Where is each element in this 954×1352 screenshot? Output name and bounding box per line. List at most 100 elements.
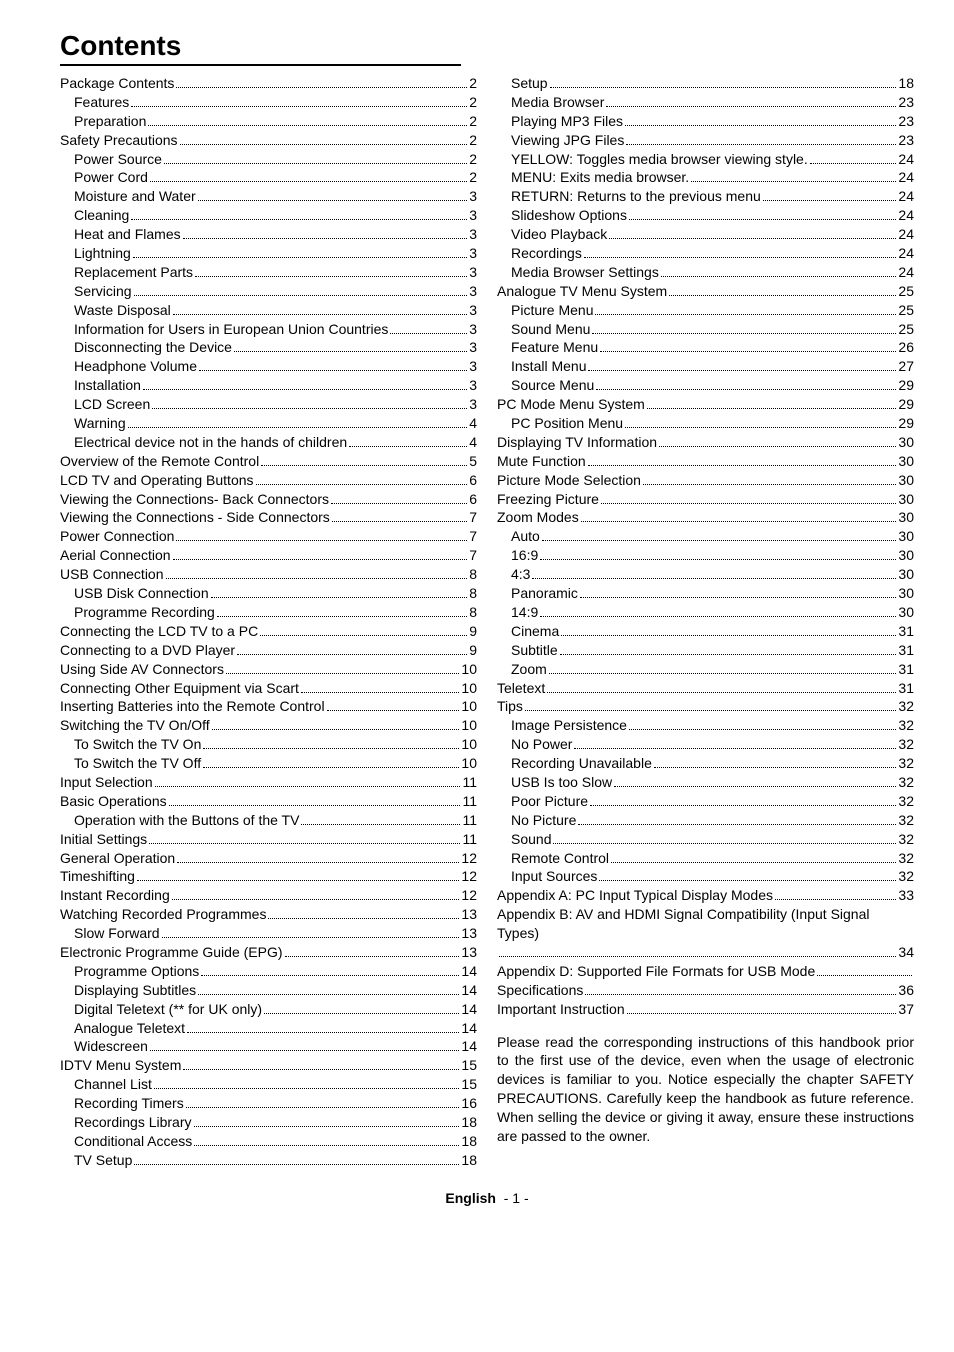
toc-entry: Overview of the Remote Control5 <box>60 452 477 471</box>
toc-page-number: 2 <box>469 74 477 93</box>
toc-label: Preparation <box>74 112 146 131</box>
toc-entry: Channel List15 <box>60 1075 477 1094</box>
toc-label: Connecting to a DVD Player <box>60 641 235 660</box>
toc-leader-dots <box>331 503 467 504</box>
toc-page-number: 36 <box>898 981 914 1000</box>
toc-leader-dots <box>550 87 897 88</box>
toc-label: Sound Menu <box>511 320 590 339</box>
toc-leader-dots <box>606 106 896 107</box>
toc-page-number: 32 <box>898 849 914 868</box>
toc-entry: Warning4 <box>60 414 477 433</box>
toc-page-number: 30 <box>898 452 914 471</box>
toc-entry: Playing MP3 Files23 <box>497 112 914 131</box>
toc-leader-dots <box>561 635 896 636</box>
toc-entry: Remote Control 32 <box>497 849 914 868</box>
toc-page-number: 32 <box>898 792 914 811</box>
toc-label: No Picture <box>511 811 576 830</box>
toc-entry: Sound Menu25 <box>497 320 914 339</box>
toc-entry: Headphone Volume3 <box>60 357 477 376</box>
toc-leader-dots <box>661 276 897 277</box>
toc-leader-dots <box>128 427 468 428</box>
toc-leader-dots <box>203 748 459 749</box>
toc-page-number: 31 <box>898 622 914 641</box>
toc-leader-dots <box>817 975 912 976</box>
toc-page-number: 30 <box>898 433 914 452</box>
toc-entry: Media Browser 23 <box>497 93 914 112</box>
toc-page-number: 2 <box>469 168 477 187</box>
toc-page-number: 2 <box>469 150 477 169</box>
toc-label: Media Browser <box>511 93 604 112</box>
toc-entry: Subtitle31 <box>497 641 914 660</box>
toc-entry: MENU: Exits media browser.24 <box>497 168 914 187</box>
toc-entry: Watching Recorded Programmes 13 <box>60 905 477 924</box>
toc-leader-dots <box>169 805 461 806</box>
toc-label: Media Browser Settings <box>511 263 659 282</box>
toc-page-number: 23 <box>898 93 914 112</box>
toc-label: Recordings <box>511 244 582 263</box>
toc-page-number: 32 <box>898 735 914 754</box>
toc-entry: Analogue TV Menu System25 <box>497 282 914 301</box>
toc-entry: 16:930 <box>497 546 914 565</box>
toc-leader-dots <box>599 880 896 881</box>
toc-entry: Source Menu29 <box>497 376 914 395</box>
toc-leader-dots <box>198 994 459 995</box>
toc-entry: Zoom31 <box>497 660 914 679</box>
toc-leader-dots <box>148 125 467 126</box>
toc-leader-dots <box>195 276 467 277</box>
toc-entry: Installation3 <box>60 376 477 395</box>
toc-label: Servicing <box>74 282 132 301</box>
toc-page-number: 8 <box>469 584 477 603</box>
toc-label: Replacement Parts <box>74 263 193 282</box>
toc-page-number: 12 <box>461 849 477 868</box>
toc-leader-dots <box>187 1032 459 1033</box>
toc-entry: Video Playback24 <box>497 225 914 244</box>
toc-page-number: 30 <box>898 527 914 546</box>
toc-leader-dots <box>301 692 460 693</box>
toc-leader-dots <box>596 389 896 390</box>
toc-page-number: 6 <box>469 471 477 490</box>
toc-page-number: 3 <box>469 395 477 414</box>
toc-page-number: 30 <box>898 565 914 584</box>
toc-leader-dots <box>237 654 467 655</box>
toc-entry: IDTV Menu System15 <box>60 1056 477 1075</box>
toc-label: PC Mode Menu System <box>497 395 645 414</box>
toc-entry: Power Connection7 <box>60 527 477 546</box>
toc-entry: 14:930 <box>497 603 914 622</box>
toc-label: Remote Control <box>511 849 609 868</box>
toc-label: 16:9 <box>511 546 538 565</box>
toc-entry: PC Mode Menu System29 <box>497 395 914 414</box>
toc-entry: Initial Settings11 <box>60 830 477 849</box>
toc-page-number: 3 <box>469 338 477 357</box>
toc-leader-dots <box>180 144 468 145</box>
toc-entry: Specifications36 <box>497 981 914 1000</box>
toc-leader-dots <box>172 899 460 900</box>
toc-page-number: 14 <box>461 1037 477 1056</box>
toc-leader-dots <box>327 710 460 711</box>
toc-page-number: 15 <box>461 1075 477 1094</box>
toc-leader-dots <box>162 937 460 938</box>
toc-entry: Image Persistence32 <box>497 716 914 735</box>
toc-entry: Sound32 <box>497 830 914 849</box>
toc-label: Subtitle <box>511 641 558 660</box>
toc-entry: Waste Disposal3 <box>60 301 477 320</box>
toc-leader-dots <box>133 257 467 258</box>
toc-page-number: 15 <box>461 1056 477 1075</box>
toc-entry: Analogue Teletext14 <box>60 1019 477 1038</box>
toc-entry: No Power32 <box>497 735 914 754</box>
toc-label: YELLOW: Toggles media browser viewing st… <box>511 150 808 169</box>
toc-leader-dots <box>176 87 467 88</box>
toc-page-number: 32 <box>898 773 914 792</box>
footer-page-number: - 1 - <box>504 1190 529 1206</box>
toc-columns: Package Contents2Features2Preparation2Sa… <box>60 74 914 1170</box>
toc-leader-dots <box>264 1013 459 1014</box>
toc-label: Viewing JPG Files <box>511 131 624 150</box>
toc-page-number: 24 <box>898 168 914 187</box>
page-footer: English - 1 - <box>60 1190 914 1206</box>
toc-page-number: 18 <box>461 1132 477 1151</box>
toc-entry: Panoramic30 <box>497 584 914 603</box>
toc-entry: YELLOW: Toggles media browser viewing st… <box>497 150 914 169</box>
toc-page-number: 2 <box>469 93 477 112</box>
toc-leader-dots <box>173 559 468 560</box>
toc-page-number: 30 <box>898 471 914 490</box>
toc-leader-dots <box>234 351 467 352</box>
